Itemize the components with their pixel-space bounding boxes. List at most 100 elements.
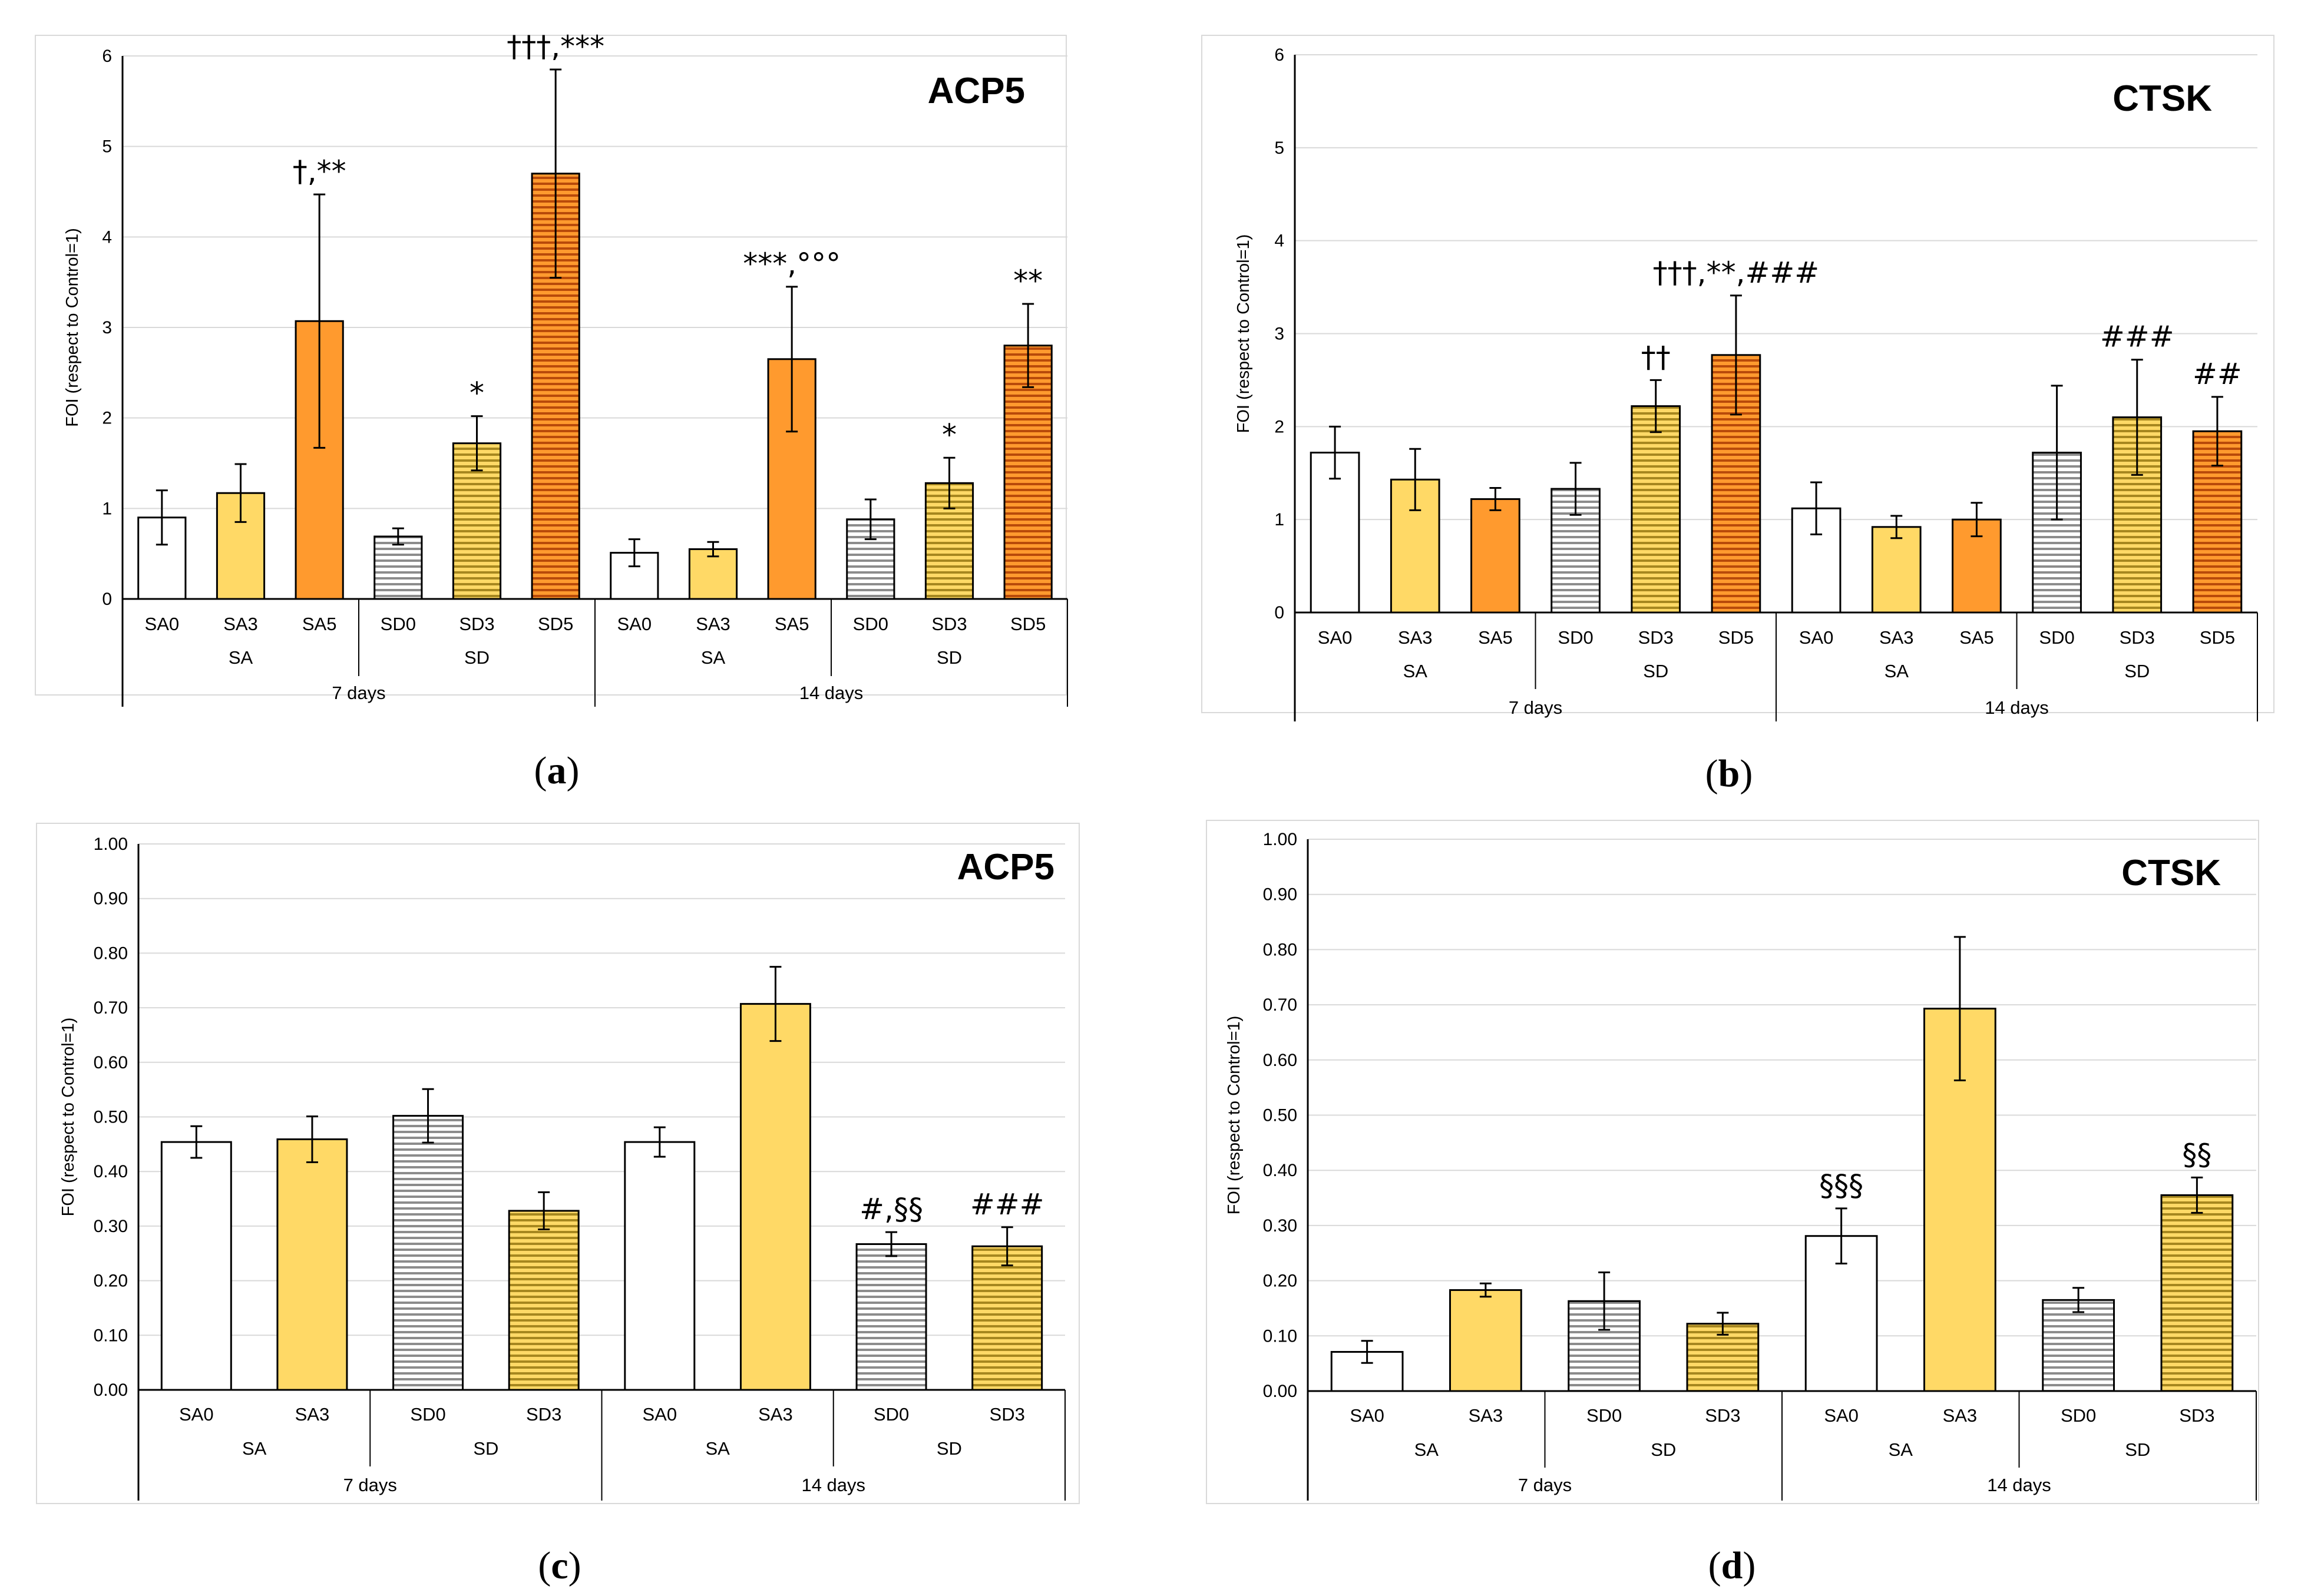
bar-sa5 (1952, 518, 2002, 614)
chart-title: CTSK (2121, 853, 2221, 893)
y-tick-label: 0 (1274, 603, 1284, 622)
group-label: SD (1651, 1439, 1676, 1460)
y-tick-label: 5 (1274, 138, 1284, 158)
category-label: SD3 (931, 614, 967, 634)
significance-annotation: #,§§ (859, 1192, 923, 1226)
panel-frame (1206, 820, 2259, 1504)
panel-caption: (b) (1705, 752, 1753, 795)
y-tick-label: 0.00 (1263, 1382, 1297, 1401)
significance-annotation: ### (2100, 320, 2174, 354)
period-label: 14 days (799, 683, 864, 703)
y-tick-label: 3 (102, 318, 112, 337)
significance-annotation: §§§ (1819, 1168, 1863, 1203)
y-tick-label: 0.00 (94, 1380, 128, 1400)
y-tick-label: 0.10 (1263, 1326, 1297, 1346)
y-tick-label: 0.10 (94, 1326, 128, 1345)
category-label: SA3 (223, 614, 258, 634)
group-label: SA (1414, 1439, 1439, 1460)
category-label: SA5 (1478, 627, 1513, 648)
bar-sa3 (1449, 1289, 1522, 1392)
y-tick-label: 0.30 (1263, 1216, 1297, 1236)
chart-panel-b: 0 1 2 3 4 5 6 FOI (respect to Control=1) CTSK SA0… (1201, 35, 2274, 795)
y-tick-label: 6 (102, 47, 112, 66)
category-label: SD0 (1558, 627, 1593, 648)
bar-sd0 (392, 1115, 464, 1391)
chart-panel-d: 0.00 0.10 0.20 0.30 0.40 0.50 0.60 0.70 0.80 0.90… (1206, 820, 2259, 1587)
y-tick-label: 0.80 (94, 943, 128, 963)
y-tick-label: 1.00 (94, 835, 128, 854)
significance-annotation: ***,°°° (743, 247, 841, 281)
y-tick-label: 0.20 (1263, 1271, 1297, 1291)
category-label: SD0 (853, 614, 888, 634)
bar-sa0 (610, 552, 659, 600)
bar-sd3 (971, 1245, 1043, 1391)
category-label: SD3 (2120, 627, 2155, 648)
y-tick-label: 0.30 (94, 1217, 128, 1236)
category-label: SD3 (1705, 1405, 1740, 1426)
category-label: SA0 (1799, 627, 1834, 648)
bar-sa3 (276, 1138, 348, 1391)
y-tick-label: 0.50 (1263, 1106, 1297, 1125)
significance-annotation: ### (970, 1187, 1044, 1221)
y-tick-label: 4 (1274, 231, 1284, 251)
bar-sd3 (2160, 1194, 2234, 1392)
category-label: SA3 (295, 1404, 330, 1425)
y-tick-label: 0.80 (1263, 940, 1297, 959)
group-label: SD (2125, 1439, 2150, 1460)
category-label: SD5 (2200, 627, 2235, 648)
y-tick-label: 2 (102, 409, 112, 428)
y-tick-label: 2 (1274, 417, 1284, 436)
bar-sa0 (624, 1141, 696, 1391)
category-label: SA3 (696, 614, 730, 634)
period-label: 14 days (1985, 697, 2049, 718)
bar-sd0 (373, 535, 423, 600)
significance-annotation: §§ (2182, 1137, 2211, 1171)
bar-sd0 (2042, 1299, 2115, 1392)
significance-annotation: †† (1641, 340, 1671, 374)
bar-sa3 (1871, 526, 1922, 614)
group-label: SD (937, 1438, 962, 1459)
category-label: SA3 (1879, 627, 1914, 648)
chart-title: ACP5 (957, 847, 1054, 888)
group-label: SA (242, 1438, 267, 1459)
category-label: SD0 (874, 1404, 909, 1425)
group-label: SA (1885, 661, 1909, 681)
bar-sd3 (452, 442, 502, 600)
panel-caption: (d) (1708, 1544, 1756, 1587)
category-label: SA0 (145, 614, 180, 634)
bar-sd0 (855, 1243, 927, 1391)
panel-caption: (a) (534, 749, 580, 792)
group-label: SD (1643, 661, 1668, 681)
category-label: SD3 (2179, 1405, 2214, 1426)
y-tick-label: 3 (1274, 325, 1284, 344)
category-label: SA5 (302, 614, 337, 634)
period-label: 14 days (801, 1475, 865, 1495)
category-label: SA0 (179, 1404, 214, 1425)
bar-sa0 (160, 1141, 232, 1391)
group-label: SA (1889, 1439, 1913, 1460)
significance-annotation: †††,*** (507, 29, 604, 64)
y-axis-label: FOI (respect to Control=1) (1234, 234, 1253, 433)
y-tick-label: 0 (102, 590, 112, 609)
y-axis-label: FOI (respect to Control=1) (59, 1018, 78, 1217)
category-label: SA0 (1824, 1405, 1859, 1426)
category-label: SD3 (990, 1404, 1025, 1425)
y-tick-label: 0.90 (1263, 885, 1297, 905)
bar-sa3 (739, 1003, 811, 1391)
y-axis-label: FOI (respect to Control=1) (1225, 1016, 1244, 1215)
y-tick-label: 1.00 (1263, 830, 1297, 849)
group-label: SA (705, 1438, 730, 1459)
y-tick-label: 0.40 (94, 1162, 128, 1181)
group-label: SA (229, 647, 253, 668)
significance-annotation: †,** (293, 154, 346, 188)
category-label: SA5 (1959, 627, 1994, 648)
y-tick-label: 0.60 (94, 1053, 128, 1072)
chart-title: CTSK (2112, 78, 2212, 119)
category-label: SD0 (2061, 1405, 2096, 1426)
category-label: SA3 (758, 1404, 793, 1425)
significance-annotation: ## (2193, 357, 2242, 391)
chart-panel-c: 0.00 0.10 0.20 0.30 0.40 0.50 0.60 0.70 0.80 0.90… (36, 823, 1080, 1587)
y-tick-label: 0.90 (94, 889, 128, 909)
y-tick-label: 1 (102, 499, 112, 518)
